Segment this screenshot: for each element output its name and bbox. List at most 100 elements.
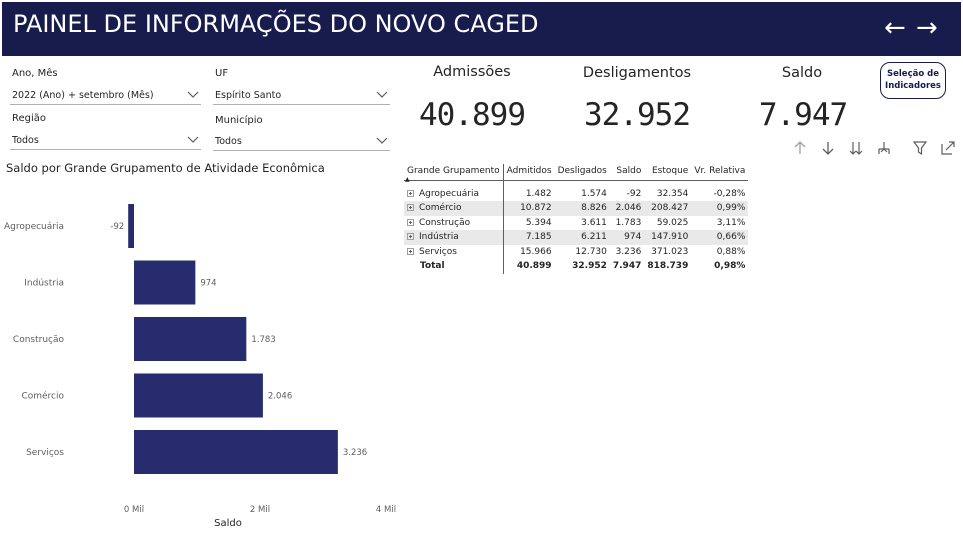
data-label: -92 [110,222,124,232]
uf-value: Espírito Santo [215,90,282,101]
total-admitidos: 40.899 [516,261,552,272]
col-header-saldo[interactable]: Saldo [609,164,645,181]
selecao-line1: Seleção de [887,69,939,79]
expand-plus-icon[interactable] [407,204,414,212]
matrix-header-row: Grande Grupamento ▲ Admitidos Desligados … [404,164,749,183]
row-label: Comércio [419,203,462,214]
x-axis-label: Saldo [214,518,242,529]
cell-desligados: 1.574 [581,188,607,199]
total-vr-relativa: 0,98% [714,261,746,272]
category-label: Indústria [24,279,64,289]
back-arrow-icon[interactable]: ← [884,13,906,43]
category-label: Construção [13,335,65,345]
col-header-desligados[interactable]: Desligados [554,164,610,181]
category-label: Comércio [21,391,64,402]
expand-plus-icon[interactable] [407,233,414,241]
cell-estoque: 59.025 [656,217,689,228]
chevron-down-icon [376,137,388,144]
col-header-grupamento[interactable]: Grande Grupamento ▲ [404,164,504,183]
table-row: Construção 5.394 3.611 1.783 59.025 3,11… [404,215,748,230]
cell-vr-relativa: 0,66% [691,230,749,245]
cell-estoque: 371.023 [651,246,689,257]
saldo-label: Saldo [781,65,823,81]
x-tick-label: 0 Mil [124,505,144,515]
admissoes-label: Admissões [433,64,511,80]
municipio-label: Município [215,115,263,126]
desligamentos-label: Desligamentos [582,65,692,81]
ano-mes-label: Ano, Mês [12,68,58,79]
cell-vr-relativa: -0,28% [713,188,746,199]
category-label: Agropecuária [4,222,64,232]
col-header-admitidos[interactable]: Admitidos [503,164,555,181]
cell-admitidos: 10.872 [503,201,555,216]
table-total-row: Total 40.899 32.952 7.947 818.739 0,98% [404,259,748,274]
expand-plus-icon[interactable] [407,218,414,226]
chevron-down-icon [187,91,199,98]
col-header-estoque[interactable]: Estoque [644,164,692,181]
cell-desligados: 3.611 [581,217,607,228]
cell-estoque: 208.427 [644,201,692,216]
selecao-line2: Indicadores [885,81,941,91]
bar[interactable] [134,373,263,418]
double-arrow-down-icon[interactable] [848,140,864,156]
row-label: Construção [419,217,471,228]
cell-saldo: 3.236 [615,246,642,257]
cell-saldo: -92 [626,188,642,199]
regiao-dropdown[interactable]: Todos [10,131,201,150]
table-row: Serviços 15.966 12.730 3.236 371.023 0,8… [404,244,748,259]
forward-arrow-icon[interactable]: → [916,13,938,43]
chevron-down-icon [187,136,199,143]
municipio-value: Todos [215,136,242,147]
table-row: Comércio 10.872 8.826 2.046 208.427 0,99… [404,201,749,216]
cell-estoque: 32.354 [656,188,689,199]
saldo-value: 7.947 [758,97,848,133]
ano-mes-value: 2022 (Ano) + setembro (Mês) [12,90,154,101]
filter-icon[interactable] [912,140,928,156]
x-tick-label: 2 Mil [250,505,270,515]
arrow-up-icon[interactable] [792,140,808,156]
cell-desligados: 8.826 [554,201,610,216]
data-label: 2.046 [268,392,292,402]
cell-vr-relativa: 0,88% [716,246,746,257]
data-label: 974 [200,279,216,289]
total-desligados: 32.952 [572,261,607,272]
ano-mes-dropdown[interactable]: 2022 (Ano) + setembro (Mês) [10,86,201,105]
bar[interactable] [134,430,338,474]
regiao-value: Todos [12,135,39,146]
cell-vr-relativa: 0,99% [691,201,749,216]
total-estoque: 818.739 [647,261,689,272]
cell-saldo: 974 [609,230,645,245]
selecao-indicadores-button[interactable]: Seleção de Indicadores [880,62,946,99]
data-label: 1.783 [251,335,275,345]
data-label: 3.236 [343,448,367,458]
row-label: Serviços [419,246,457,257]
row-label: Indústria [419,232,459,243]
cell-desligados: 6.211 [554,230,610,245]
bar[interactable] [134,260,196,305]
col-header-vr-relativa[interactable]: Vr. Relativa [691,164,749,181]
expand-plus-icon[interactable] [407,189,414,197]
sort-ascending-icon: ▲ [405,176,410,183]
total-saldo: 7.947 [612,261,642,272]
bar[interactable] [134,317,247,361]
cell-saldo: 1.783 [615,217,642,228]
municipio-dropdown[interactable]: Todos [213,132,390,151]
total-label: Total [404,259,504,274]
bar[interactable] [128,204,134,248]
expand-hierarchy-icon[interactable] [876,140,892,156]
cell-desligados: 12.730 [575,246,607,257]
cell-saldo: 2.046 [609,201,645,216]
table-row: Agropecuária 1.482 1.574 -92 32.354 -0,2… [404,186,748,201]
chart-title: Saldo por Grande Grupamento de Atividade… [6,161,325,175]
cell-estoque: 147.910 [644,230,692,245]
header-bar: PAINEL DE INFORMAÇÕES DO NOVO CAGED ← → [2,2,961,56]
expand-plus-icon[interactable] [407,247,414,255]
uf-dropdown[interactable]: Espírito Santo [213,86,390,105]
x-tick-label: 4 Mil [376,505,396,515]
focus-mode-icon[interactable] [940,140,956,156]
arrow-down-icon[interactable] [820,140,836,156]
cell-vr-relativa: 3,11% [716,217,746,228]
regiao-label: Região [12,113,47,124]
cell-admitidos: 1.482 [525,188,552,199]
uf-label: UF [215,68,229,79]
